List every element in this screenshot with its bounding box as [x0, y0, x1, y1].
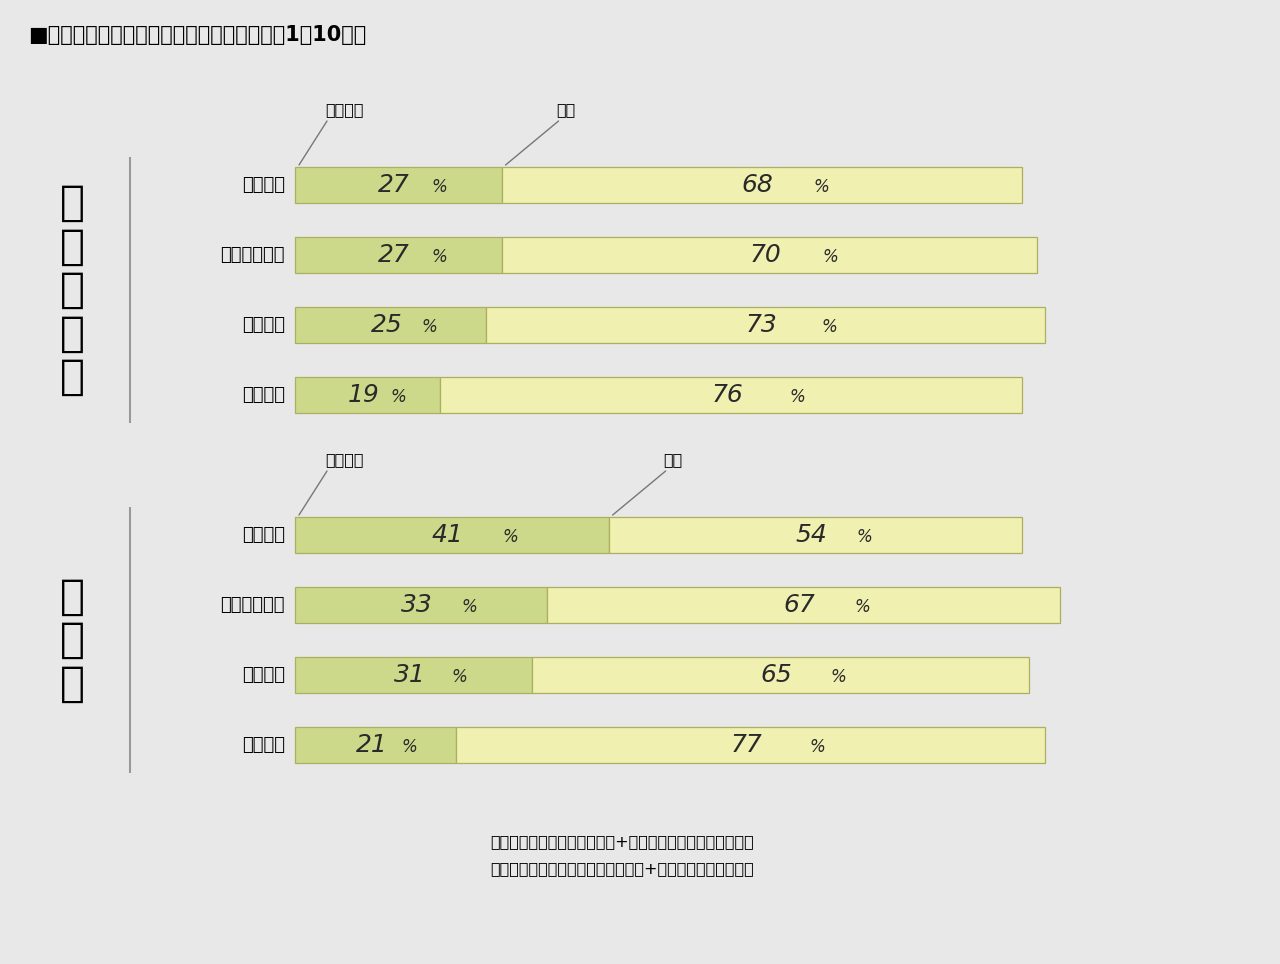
- Bar: [486, 307, 1044, 343]
- Bar: [440, 377, 1021, 413]
- Text: 挨拶なし: 挨拶なし: [242, 386, 285, 404]
- Bar: [502, 167, 1021, 203]
- Bar: [532, 657, 1029, 693]
- Text: %: %: [390, 388, 407, 406]
- Text: 大変満足: 大変満足: [325, 452, 364, 467]
- Text: 訪問あり：お茶・食事をする+手土産あげる・もらうの合計: 訪問あり：お茶・食事をする+手土産あげる・もらうの合計: [490, 834, 754, 849]
- Text: %: %: [823, 248, 838, 266]
- Text: %: %: [462, 598, 477, 616]
- Text: 挨拶なし: 挨拶なし: [242, 736, 285, 754]
- Text: 立ち話をする: 立ち話をする: [220, 246, 285, 264]
- Text: 54: 54: [795, 523, 827, 547]
- Text: %: %: [502, 528, 517, 546]
- Text: 挨拶なし：顔がわかるが挨拶しない+顔がわからないの合計: 挨拶なし：顔がわかるが挨拶しない+顔がわからないの合計: [490, 861, 754, 876]
- Text: 防
犯
性: 防 犯 性: [59, 576, 84, 705]
- Bar: [294, 237, 502, 273]
- Bar: [502, 237, 1037, 273]
- Text: 訪問あり: 訪問あり: [242, 176, 285, 194]
- Text: 27: 27: [379, 173, 410, 197]
- Text: %: %: [814, 178, 829, 196]
- Text: %: %: [831, 668, 846, 686]
- Text: 25: 25: [371, 313, 402, 337]
- Text: 挨拶する: 挨拶する: [242, 316, 285, 334]
- Bar: [456, 727, 1044, 763]
- Text: 19: 19: [348, 383, 380, 407]
- Text: %: %: [431, 248, 447, 266]
- Text: ■コミュニティ深度別　各項目の満足度（筁1〜10年）: ■コミュニティ深度別 各項目の満足度（筁1〜10年）: [28, 25, 366, 45]
- Bar: [609, 517, 1021, 553]
- Text: 33: 33: [402, 593, 433, 617]
- Text: %: %: [401, 738, 417, 756]
- Text: %: %: [856, 528, 872, 546]
- Text: 満足: 満足: [663, 452, 684, 467]
- Text: 41: 41: [431, 523, 463, 547]
- Bar: [294, 727, 456, 763]
- Text: %: %: [855, 598, 870, 616]
- Text: %: %: [822, 318, 837, 336]
- Bar: [548, 587, 1060, 623]
- Bar: [294, 167, 502, 203]
- Text: 65: 65: [760, 663, 792, 687]
- Text: 挨拶する: 挨拶する: [242, 666, 285, 684]
- Text: 68: 68: [742, 173, 773, 197]
- Text: %: %: [790, 388, 805, 406]
- Bar: [294, 587, 548, 623]
- Text: 総
合
満
足
度: 総 合 満 足 度: [59, 181, 84, 398]
- Text: %: %: [431, 178, 447, 196]
- Bar: [294, 517, 609, 553]
- Bar: [294, 307, 486, 343]
- Text: 31: 31: [394, 663, 425, 687]
- Text: 70: 70: [749, 243, 781, 267]
- Text: 27: 27: [379, 243, 410, 267]
- Text: %: %: [809, 738, 824, 756]
- Text: 73: 73: [745, 313, 777, 337]
- Text: %: %: [421, 318, 436, 336]
- Text: 訪問あり: 訪問あり: [242, 526, 285, 544]
- Bar: [294, 377, 440, 413]
- Text: 77: 77: [731, 733, 762, 757]
- Text: %: %: [452, 668, 467, 686]
- Text: 大変満足: 大変満足: [325, 102, 364, 117]
- Text: 76: 76: [712, 383, 742, 407]
- Text: 立ち話をする: 立ち話をする: [220, 596, 285, 614]
- Text: 満足: 満足: [557, 102, 576, 117]
- Text: 21: 21: [356, 733, 387, 757]
- Text: 67: 67: [783, 593, 815, 617]
- Bar: [294, 657, 532, 693]
